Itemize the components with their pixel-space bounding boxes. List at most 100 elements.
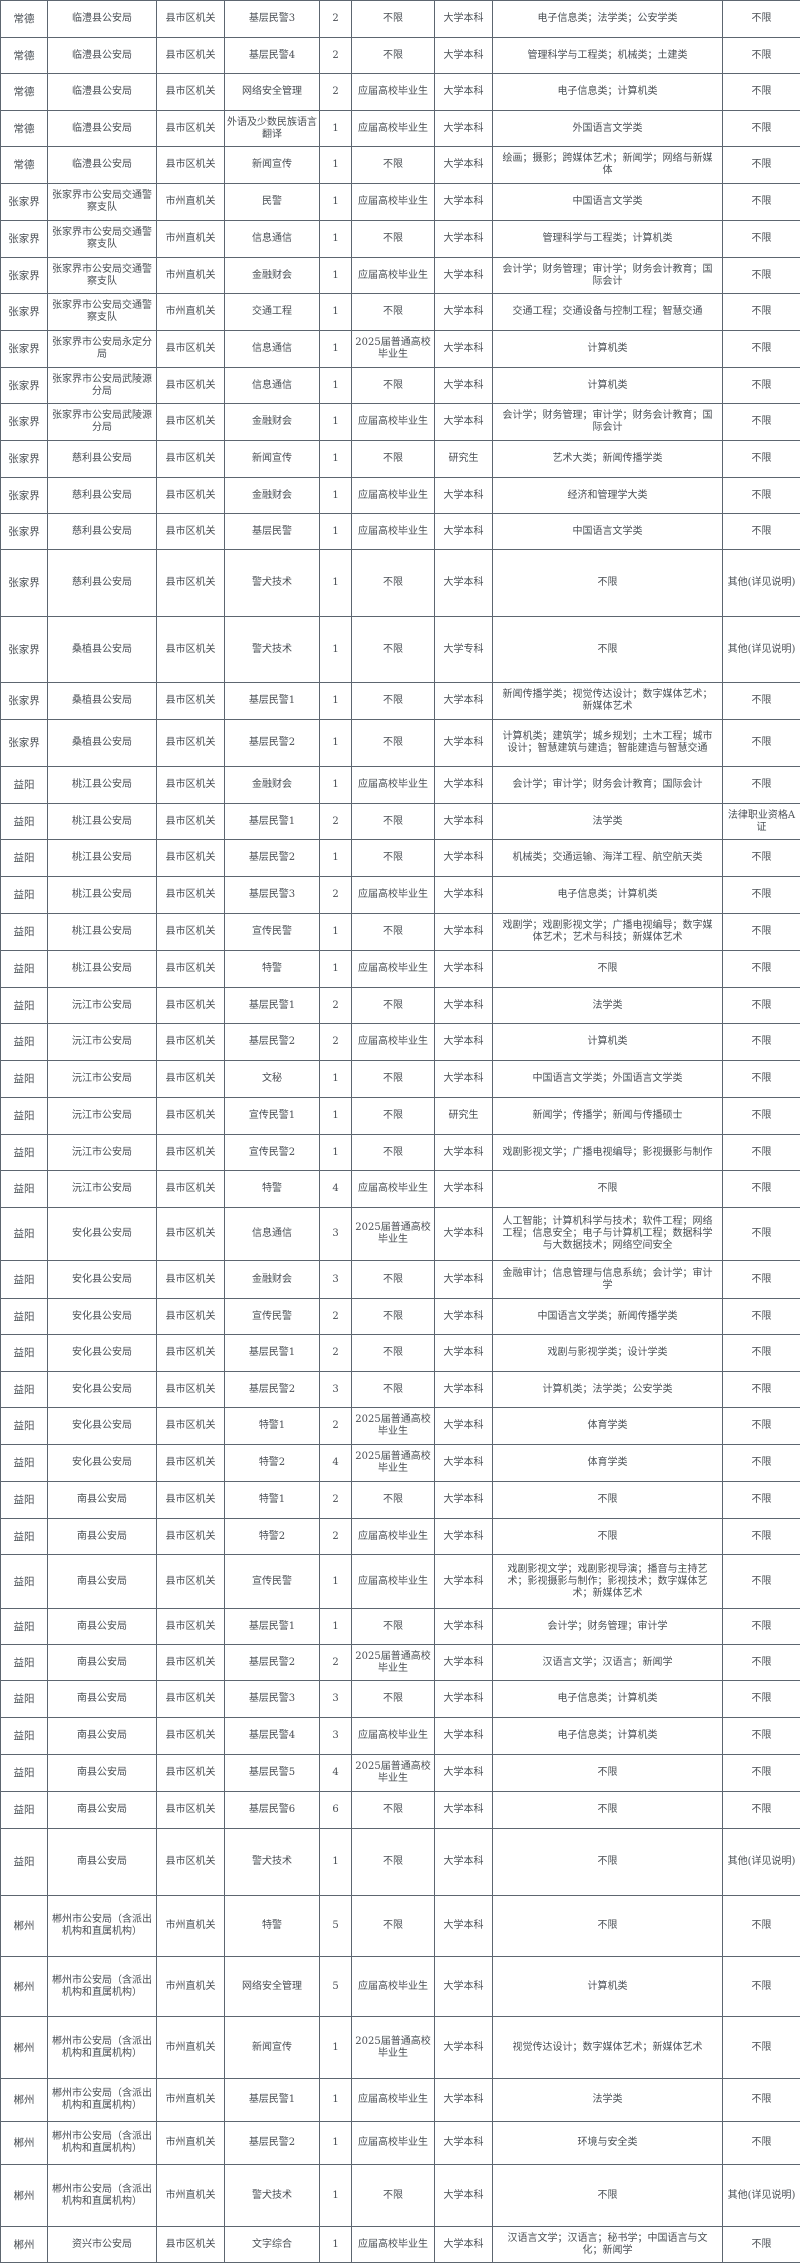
cell-position: 基层民警2 (225, 1372, 320, 1408)
cell-candidate-type: 应届高校毕业生 (352, 74, 435, 111)
cell-candidate-type: 不限 (352, 840, 435, 877)
cell-education: 大学本科 (435, 74, 493, 111)
cell-position: 基层民警6 (225, 1792, 320, 1829)
cell-headcount: 2 (320, 1024, 352, 1061)
cell-other-requirement: 其他(详见说明) (723, 550, 800, 617)
cell-city: 益阳 (1, 767, 48, 804)
cell-other-requirement: 不限 (723, 1408, 800, 1445)
cell-employer: 桑植县公安局 (48, 617, 157, 683)
cell-employer: 南县公安局 (48, 1792, 157, 1829)
cell-employer: 安化县公安局 (48, 1208, 157, 1261)
cell-employer: 桃江县公安局 (48, 804, 157, 840)
cell-candidate-type: 应届高校毕业生 (352, 877, 435, 914)
cell-other-requirement: 不限 (723, 2227, 800, 2263)
cell-other-requirement: 不限 (723, 1372, 800, 1408)
cell-education: 大学本科 (435, 988, 493, 1024)
cell-agency-level: 县市区机关 (157, 877, 225, 914)
cell-major: 不限 (493, 1896, 723, 1957)
cell-education: 大学本科 (435, 720, 493, 767)
cell-employer: 南县公安局 (48, 1755, 157, 1792)
cell-major: 不限 (493, 1519, 723, 1555)
cell-agency-level: 县市区机关 (157, 111, 225, 147)
cell-agency-level: 县市区机关 (157, 683, 225, 720)
cell-major: 汉语言文学；汉语言；秘书学；中国语言与文化；新闻学 (493, 2227, 723, 2263)
cell-headcount: 1 (320, 683, 352, 720)
cell-employer: 沅江市公安局 (48, 988, 157, 1024)
cell-agency-level: 县市区机关 (157, 1171, 225, 1208)
cell-agency-level: 县市区机关 (157, 1372, 225, 1408)
cell-employer: 南县公安局 (48, 1555, 157, 1609)
cell-other-requirement: 不限 (723, 74, 800, 111)
cell-employer: 桃江县公安局 (48, 951, 157, 988)
cell-position: 文秘 (225, 1061, 320, 1098)
cell-other-requirement: 不限 (723, 1792, 800, 1829)
cell-employer: 桃江县公安局 (48, 914, 157, 951)
cell-employer: 桃江县公安局 (48, 877, 157, 914)
cell-candidate-type: 应届高校毕业生 (352, 1555, 435, 1609)
cell-city: 张家界 (1, 441, 48, 478)
cell-agency-level: 县市区机关 (157, 478, 225, 514)
cell-major: 会计学；财务管理；审计学；财务会计教育；国际会计 (493, 258, 723, 294)
cell-other-requirement: 不限 (723, 38, 800, 74)
cell-city: 益阳 (1, 877, 48, 914)
cell-headcount: 4 (320, 1755, 352, 1792)
cell-major: 新闻传播学类；视觉传达设计；数字媒体艺术；新媒体艺术 (493, 683, 723, 720)
cell-city: 常德 (1, 147, 48, 184)
cell-education: 大学本科 (435, 2227, 493, 2263)
cell-headcount: 1 (320, 2122, 352, 2165)
cell-other-requirement: 不限 (723, 840, 800, 877)
cell-major: 不限 (493, 1171, 723, 1208)
cell-headcount: 2 (320, 877, 352, 914)
cell-agency-level: 县市区机关 (157, 331, 225, 368)
cell-major: 戏剧影视文学；戏剧影视导演；播音与主持艺术；影视摄影与制作；影视技术；数字媒体艺… (493, 1555, 723, 1609)
cell-position: 基层民警1 (225, 1335, 320, 1372)
cell-employer: 桑植县公安局 (48, 683, 157, 720)
cell-education: 大学本科 (435, 767, 493, 804)
cell-position: 警犬技术 (225, 617, 320, 683)
cell-agency-level: 县市区机关 (157, 914, 225, 951)
cell-major: 不限 (493, 550, 723, 617)
cell-other-requirement: 其他(详见说明) (723, 617, 800, 683)
cell-city: 张家界 (1, 184, 48, 221)
cell-agency-level: 县市区机关 (157, 1718, 225, 1755)
cell-city: 益阳 (1, 1609, 48, 1645)
cell-position: 警犬技术 (225, 1829, 320, 1896)
cell-agency-level: 县市区机关 (157, 368, 225, 404)
cell-headcount: 1 (320, 914, 352, 951)
cell-city: 张家界 (1, 617, 48, 683)
cell-major: 计算机类；建筑学；城乡规划；土木工程；城市设计；智慧建筑与建造；智能建造与智慧交… (493, 720, 723, 767)
cell-major: 不限 (493, 1755, 723, 1792)
cell-position: 金融财会 (225, 767, 320, 804)
cell-education: 大学本科 (435, 331, 493, 368)
cell-education: 大学本科 (435, 1261, 493, 1299)
cell-education: 研究生 (435, 441, 493, 478)
cell-agency-level: 县市区机关 (157, 988, 225, 1024)
cell-employer: 郴州市公安局（含派出机构和直属机构） (48, 2165, 157, 2227)
cell-employer: 沅江市公安局 (48, 1098, 157, 1135)
cell-education: 大学本科 (435, 1519, 493, 1555)
cell-headcount: 2 (320, 38, 352, 74)
cell-employer: 慈利县公安局 (48, 550, 157, 617)
cell-education: 大学本科 (435, 184, 493, 221)
cell-agency-level: 县市区机关 (157, 804, 225, 840)
cell-city: 益阳 (1, 1171, 48, 1208)
cell-position: 基层民警 (225, 514, 320, 550)
cell-other-requirement: 不限 (723, 1135, 800, 1171)
cell-candidate-type: 不限 (352, 1, 435, 38)
cell-headcount: 1 (320, 404, 352, 441)
cell-other-requirement: 不限 (723, 1718, 800, 1755)
cell-major: 新闻学；传播学；新闻与传播硕士 (493, 1098, 723, 1135)
cell-city: 益阳 (1, 1755, 48, 1792)
cell-education: 大学本科 (435, 1829, 493, 1896)
cell-headcount: 5 (320, 1957, 352, 2017)
